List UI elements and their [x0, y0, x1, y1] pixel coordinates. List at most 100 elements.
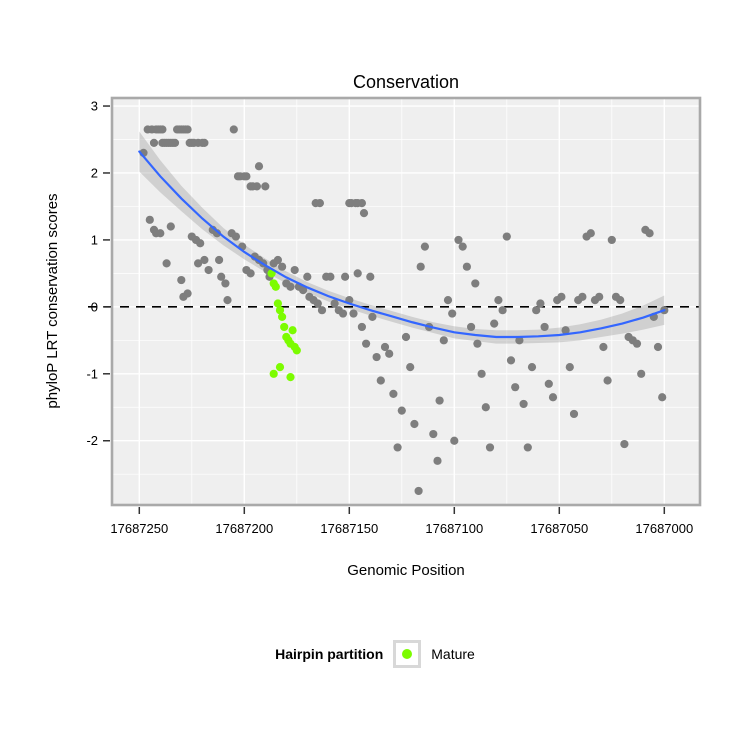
- chart-title: Conservation: [353, 72, 459, 92]
- scatter-point-mature: [280, 322, 289, 332]
- scatter-point-hairpin: [183, 125, 192, 134]
- mature-point-swatch: [402, 649, 413, 659]
- confidence-band: [139, 131, 665, 344]
- scatter-point-hairpin: [481, 403, 490, 412]
- scatter-point-hairpin: [443, 296, 453, 305]
- y-tick-label: 2: [91, 165, 98, 180]
- scatter-point-mature: [278, 312, 287, 321]
- scatter-point-hairpin: [242, 172, 251, 181]
- scatter-point-hairpin: [359, 209, 369, 218]
- scatter-point-hairpin: [254, 162, 264, 171]
- scatter-point-hairpin: [357, 198, 366, 208]
- scatter-point-hairpin: [183, 289, 192, 298]
- scatter-point-hairpin: [158, 125, 167, 134]
- scatter-point-hairpin: [221, 279, 230, 288]
- scatter-point-hairpin: [420, 242, 429, 251]
- scatter-point-hairpin: [231, 232, 240, 241]
- scatter-point-hairpin: [317, 306, 327, 315]
- y-axis-title: phyloP LRT conservation scores: [44, 193, 61, 408]
- scatter-point-hairpin: [166, 222, 175, 231]
- scatter-point-hairpin: [565, 363, 574, 372]
- x-tick-label: 17687100: [425, 521, 483, 536]
- y-tick-label: 0: [91, 299, 98, 314]
- scatter-point-hairpin: [536, 299, 545, 308]
- scatter-point-hairpin: [278, 262, 287, 271]
- scatter-point-hairpin: [595, 292, 604, 301]
- y-tick-label: -2: [86, 433, 98, 448]
- scatter-point-hairpin: [341, 272, 350, 281]
- panel-border: [110, 96, 702, 507]
- scatter-point-hairpin: [435, 396, 444, 405]
- x-tick-label: 17687150: [320, 521, 378, 536]
- scatter-point-hairpin: [523, 443, 532, 452]
- legend-label-mature: Mature: [431, 646, 475, 662]
- scatter-point-mature: [273, 299, 282, 308]
- scatter-point-hairpin: [548, 393, 558, 402]
- scatter-point-mature: [275, 306, 285, 315]
- scatter-point-hairpin: [353, 269, 362, 278]
- scatter-point-hairpin: [397, 406, 406, 415]
- scatter-point-hairpin: [401, 332, 411, 342]
- scatter-point-hairpin: [299, 286, 308, 295]
- scatter-point-hairpin: [215, 255, 224, 265]
- y-tick-label: -1: [86, 366, 98, 381]
- scatter-point-hairpin: [290, 265, 299, 275]
- scatter-point-hairpin: [462, 262, 471, 271]
- legend-key: [393, 640, 422, 668]
- scatter-point-hairpin: [315, 198, 324, 208]
- scatter-point-hairpin: [217, 272, 226, 281]
- scatter-point-hairpin: [557, 292, 566, 301]
- scatter-point-hairpin: [637, 369, 646, 378]
- scatter-point-hairpin: [616, 296, 625, 305]
- scatter-point-hairpin: [376, 376, 385, 385]
- scatter-point-hairpin: [653, 342, 663, 352]
- chart-layers: 17687250 17687200 17687150 17687100 17687050…: [86, 96, 702, 536]
- scatter-point-hairpin: [303, 272, 312, 281]
- scatter-point-hairpin: [416, 262, 425, 271]
- x-tick-label: 17687050: [530, 521, 588, 536]
- scatter-point-hairpin: [330, 299, 339, 308]
- scatter-point-hairpin: [326, 272, 335, 281]
- x-axis-title: Genomic Position: [347, 562, 465, 579]
- scatter-point-hairpin: [439, 336, 448, 345]
- scatter-point-hairpin: [156, 229, 165, 238]
- smooth-line: [138, 150, 666, 339]
- scatter-point-mature: [288, 326, 297, 335]
- scatter-point-hairpin: [200, 138, 209, 147]
- scatter-point-hairpin: [458, 242, 467, 251]
- scatter-point-hairpin: [204, 265, 213, 275]
- scatter-point-hairpin: [578, 292, 587, 301]
- scatter-point-hairpin: [632, 339, 642, 348]
- scatter-point-mature: [286, 373, 295, 382]
- scatter-point-hairpin: [393, 443, 402, 452]
- legend: Hairpin partition Mature: [0, 640, 750, 668]
- scatter-point-hairpin: [389, 389, 398, 398]
- scatter-point-hairpin: [385, 349, 394, 358]
- x-tick-label: 17687250: [110, 521, 168, 536]
- scatter-point-hairpin: [532, 306, 541, 315]
- scatter-point-hairpin: [338, 309, 348, 318]
- scatter-point-hairpin: [194, 259, 203, 268]
- x-tick-label: 17687200: [215, 521, 273, 536]
- scatter-point-hairpin: [410, 419, 419, 429]
- scatter-point-hairpin: [357, 322, 366, 332]
- scatter-point-hairpin: [177, 275, 186, 285]
- scatter-point-hairpin: [372, 352, 381, 362]
- scatter-point-hairpin: [454, 235, 463, 245]
- scatter-point-hairpin: [607, 235, 616, 245]
- y-tick-label: 1: [91, 232, 98, 247]
- scatter-point-hairpin: [196, 239, 205, 248]
- scatter-point-hairpin: [603, 376, 612, 385]
- x-tick-label: 17687000: [635, 521, 693, 536]
- scatter-point-hairpin: [519, 399, 528, 409]
- scatter-point-hairpin: [313, 299, 322, 308]
- scatter-point-hairpin: [490, 319, 499, 328]
- scatter-point-hairpin: [246, 269, 255, 278]
- scatter-point-hairpin: [471, 279, 480, 288]
- panel-background: [112, 98, 700, 505]
- scatter-point-hairpin: [212, 229, 222, 238]
- scatter-point-hairpin: [229, 125, 238, 134]
- scatter-point-hairpin: [645, 229, 654, 238]
- scatter-point-hairpin: [145, 215, 154, 224]
